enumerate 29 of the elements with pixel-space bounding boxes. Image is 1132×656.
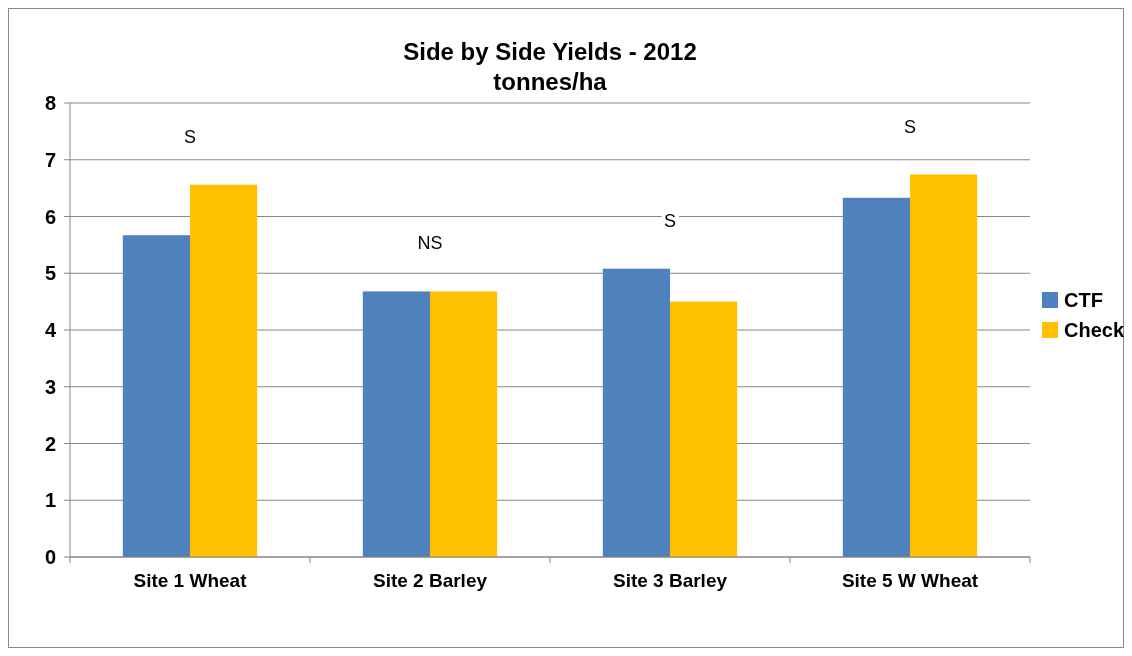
legend-label: CTF xyxy=(1064,289,1103,311)
x-tick-label: Site 1 Wheat xyxy=(133,570,248,591)
chart-title: Side by Side Yields - 2012 xyxy=(403,38,697,65)
y-tick-label: 5 xyxy=(44,262,56,285)
bar xyxy=(602,268,670,557)
bar xyxy=(670,301,738,557)
y-tick-label: 1 xyxy=(44,489,56,512)
bar xyxy=(430,291,498,557)
bar xyxy=(910,174,978,557)
legend-label: Check xyxy=(1064,319,1125,341)
y-tick-label: 6 xyxy=(44,205,56,228)
annotation: NS xyxy=(417,233,443,254)
bar xyxy=(190,184,258,557)
y-tick-label: 2 xyxy=(44,432,56,455)
chart-subtitle: tonnes/ha xyxy=(493,68,608,95)
bar xyxy=(842,197,910,557)
annotation: S xyxy=(663,210,677,231)
bar xyxy=(362,291,430,557)
annotation: S xyxy=(183,126,197,147)
x-tick-label: Site 3 Barley xyxy=(612,570,728,591)
y-tick-label: 3 xyxy=(44,375,56,398)
x-tick-label: Site 2 Barley xyxy=(372,570,488,591)
y-tick-label: 8 xyxy=(44,92,56,114)
x-tick-label: Site 5 W Wheat xyxy=(841,570,979,591)
y-tick-label: 4 xyxy=(44,319,57,341)
annotation: S xyxy=(903,116,917,137)
y-tick-label: 7 xyxy=(44,148,56,171)
y-tick-label: 0 xyxy=(44,546,56,568)
bar xyxy=(122,235,190,557)
